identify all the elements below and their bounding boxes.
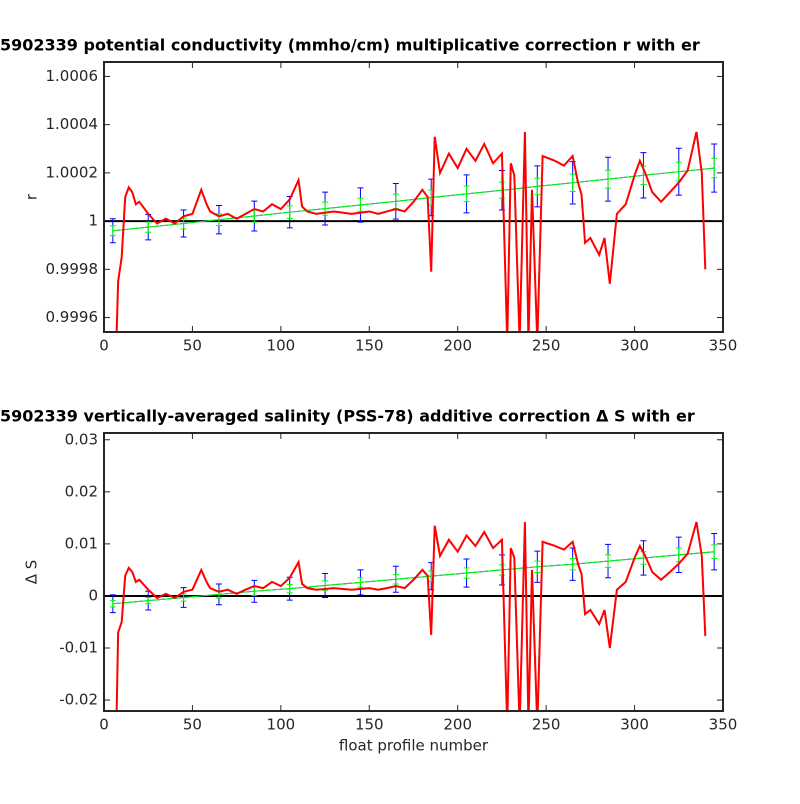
y-tick-label: 0 [88,586,98,604]
error-bar [286,583,293,594]
x-tick-label: 250 [532,716,561,734]
error-bar [569,557,576,571]
x-tick-label: 50 [183,337,202,355]
plot-area [104,433,723,711]
error-bar [392,574,399,585]
error-bar [569,173,576,192]
y-tick-label: 0.9996 [46,308,99,326]
error-bar [711,157,718,179]
y-tick-label: 1.0002 [46,163,99,181]
x-tick-label: 100 [267,337,296,355]
plot-content [104,131,723,332]
y-tick-label: 0.9998 [46,260,99,278]
y-axis-label: r [23,193,41,200]
error-bar [463,185,470,203]
y-tick-label: 1 [88,212,98,230]
error-bar [534,560,541,574]
y-tick-label: -0.01 [59,639,98,657]
error-bar [145,221,152,233]
error-bar [109,600,116,608]
error-bar [711,544,718,559]
y-tick-label: 1.0006 [46,67,99,85]
x-tick-label: 250 [532,337,561,355]
error-bar [109,225,116,237]
x-tick-label: 100 [267,716,296,734]
x-tick-label: 200 [443,337,472,355]
x-tick-label: 350 [709,716,738,734]
axes-frame [103,432,724,712]
data-line [115,131,707,332]
y-tick-label: 0.01 [65,534,98,552]
x-axis-label: float profile number [339,737,489,755]
y-tick-label: 0.02 [65,482,98,500]
plot-content [104,521,723,711]
x-tick-label: 300 [620,716,649,734]
y-tick-label: 1.0004 [46,115,99,133]
chart-title: 5902339 potential conductivity (mmho/cm)… [0,36,700,55]
axes-frame [103,61,724,333]
x-tick-label: 300 [620,337,649,355]
chart-title: 5902339 vertically-averaged salinity (PS… [0,407,695,426]
x-tick-label: 50 [183,716,202,734]
plot-area [104,62,723,332]
error-bar [534,177,541,196]
error-bar [463,567,470,579]
x-tick-label: 150 [355,337,384,355]
x-tick-label: 200 [443,716,472,734]
error-bar [605,169,612,189]
fit-line [112,167,715,232]
error-bar [145,597,152,605]
fit-line [112,551,715,605]
x-tick-label: 350 [709,337,738,355]
error-bar [286,205,293,219]
error-bar [605,554,612,568]
y-tick-label: 0.03 [65,430,98,448]
data-line [115,521,707,711]
y-axis-label: Δ S [23,560,41,585]
x-tick-label: 0 [99,716,109,734]
x-tick-label: 150 [355,716,384,734]
error-bar [357,577,364,588]
x-tick-label: 0 [99,337,109,355]
y-tick-label: -0.02 [59,691,98,709]
